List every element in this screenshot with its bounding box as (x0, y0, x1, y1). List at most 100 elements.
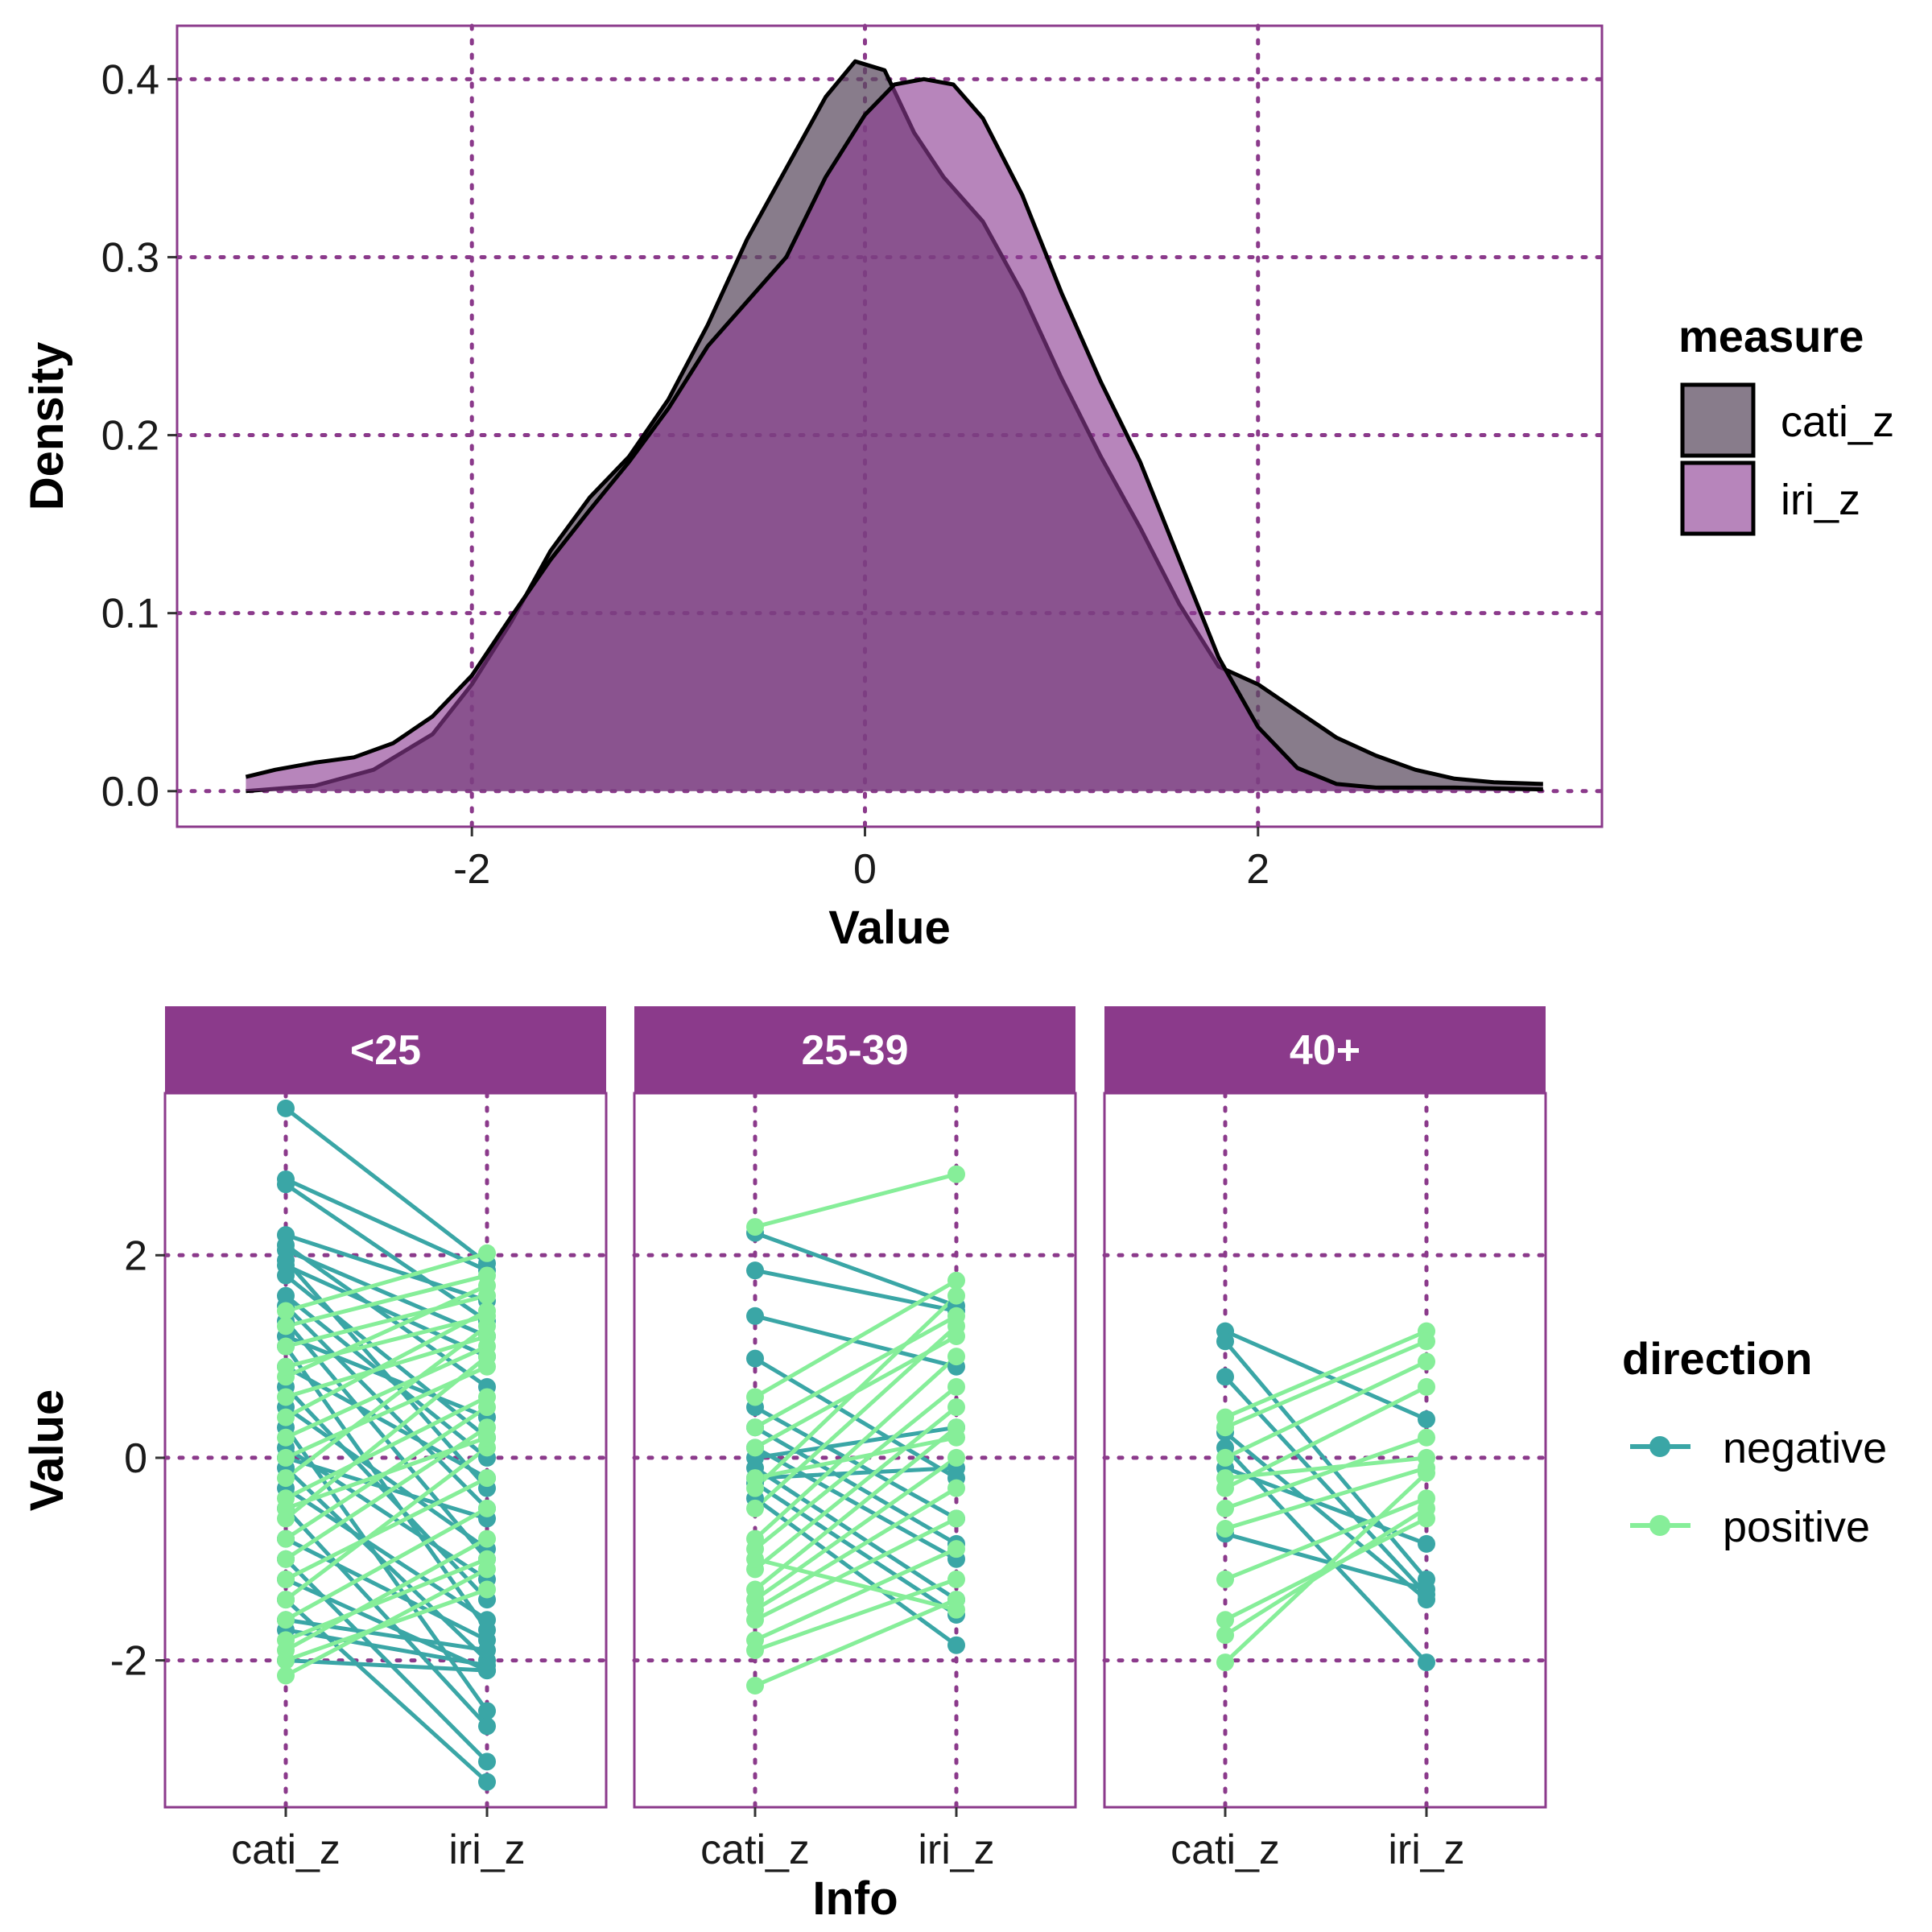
legend-key-iri_z (1680, 460, 1756, 536)
pair-line-positive (753, 1172, 959, 1229)
pair-line-negative (753, 1231, 959, 1308)
point-positive (1216, 1653, 1234, 1672)
point-positive (478, 1307, 496, 1325)
point-positive (277, 1302, 295, 1320)
point-positive (746, 1677, 764, 1695)
point-positive (947, 1165, 965, 1183)
point-positive (947, 1348, 965, 1366)
point-positive (746, 1439, 764, 1457)
point-positive (1216, 1448, 1234, 1467)
legend-title: direction (1622, 1333, 1812, 1384)
y-axis-title: Density (21, 342, 73, 511)
pair-line-positive (753, 1354, 959, 1542)
pair-line-negative (753, 1268, 959, 1314)
plot-panel (175, 24, 1604, 828)
pair-line-negative (1223, 1430, 1429, 1602)
pair-line-negative (753, 1466, 959, 1602)
point-negative (1216, 1368, 1234, 1386)
y-tick-label: 0.2 (101, 413, 159, 460)
pair-line-negative (1223, 1339, 1429, 1582)
point-negative (277, 1266, 295, 1285)
legend-key-cati_z (1680, 382, 1756, 458)
pair-line-negative (283, 1177, 489, 1273)
point-positive (478, 1244, 496, 1262)
y-tick-label: 0.0 (101, 769, 159, 815)
point-positive (277, 1448, 295, 1467)
point-positive (1418, 1377, 1435, 1396)
point-positive (1216, 1469, 1234, 1488)
legend-label-negative: negative (1723, 1424, 1887, 1472)
point-negative (746, 1261, 764, 1280)
y-tick-label: 0.1 (101, 591, 159, 638)
x-tick-label: 0 (853, 846, 877, 893)
point-negative (478, 1702, 496, 1720)
point-positive (478, 1530, 496, 1548)
legend-label-positive: positive (1723, 1503, 1870, 1551)
point-positive (1418, 1428, 1435, 1447)
pair-line-positive (283, 1309, 489, 1420)
facet-strip-label: <25 (350, 1027, 421, 1074)
point-positive (1216, 1418, 1234, 1437)
point-negative (746, 1349, 764, 1368)
pair-line-positive (1223, 1506, 1429, 1637)
point-positive (277, 1428, 295, 1447)
facet-strip-label: 25-39 (802, 1027, 909, 1074)
point-positive (1216, 1499, 1234, 1517)
x-tick-label: cati_z (700, 1827, 810, 1873)
point-positive (947, 1377, 965, 1396)
legend-title: measure (1678, 311, 1864, 361)
point-positive (947, 1271, 965, 1290)
point-positive (1216, 1626, 1234, 1645)
pair-line-positive (753, 1486, 959, 1612)
point-positive (947, 1540, 965, 1558)
point-negative (277, 1099, 295, 1117)
x-tick-label: cati_z (231, 1827, 341, 1873)
point-positive (1418, 1499, 1435, 1517)
x-axis-title: Info (812, 1872, 898, 1925)
pair-line-positive (753, 1385, 959, 1551)
density-area-iri_z (246, 79, 1543, 791)
point-negative (947, 1636, 965, 1654)
point-negative (478, 1662, 496, 1680)
pair-line-negative (753, 1496, 959, 1648)
point-positive (277, 1499, 295, 1517)
plot-panel (163, 1092, 608, 1809)
point-positive (947, 1448, 965, 1467)
point-positive (277, 1651, 295, 1670)
pair-line-negative (283, 1537, 489, 1642)
facet-strip (634, 1006, 1075, 1093)
point-positive (1216, 1520, 1234, 1538)
pair-line-negative (283, 1628, 489, 1668)
pair-line-positive (753, 1435, 959, 1480)
point-positive (746, 1388, 764, 1406)
pair-line-negative (283, 1486, 489, 1622)
point-positive (277, 1388, 295, 1406)
point-positive (478, 1560, 496, 1579)
pair-line-positive (753, 1278, 959, 1399)
pair-line-positive (283, 1294, 489, 1349)
point-negative (277, 1286, 295, 1305)
point-positive (746, 1499, 764, 1517)
pair-line-positive (1223, 1339, 1429, 1430)
pair-line-positive (283, 1567, 489, 1678)
point-positive (947, 1428, 965, 1447)
pair-line-positive (753, 1425, 959, 1591)
x-tick-label: cati_z (1170, 1827, 1280, 1873)
x-tick-label: iri_z (1388, 1827, 1464, 1873)
point-negative (478, 1641, 496, 1659)
point-negative (277, 1175, 295, 1194)
pair-line-positive (283, 1283, 489, 1379)
pair-line-positive (283, 1476, 489, 1582)
point-positive (277, 1337, 295, 1356)
facet-panel-2: 40+ cati_z iri_z (1102, 1006, 1548, 1873)
pair-line-negative (283, 1106, 489, 1265)
pair-line-positive (753, 1597, 959, 1688)
pair-line-positive (753, 1546, 959, 1642)
point-positive (947, 1509, 965, 1528)
point-positive (277, 1666, 295, 1685)
point-negative (1418, 1653, 1435, 1672)
pair-line-positive (753, 1577, 959, 1653)
pair-line-positive (283, 1251, 489, 1314)
point-negative (478, 1773, 496, 1791)
